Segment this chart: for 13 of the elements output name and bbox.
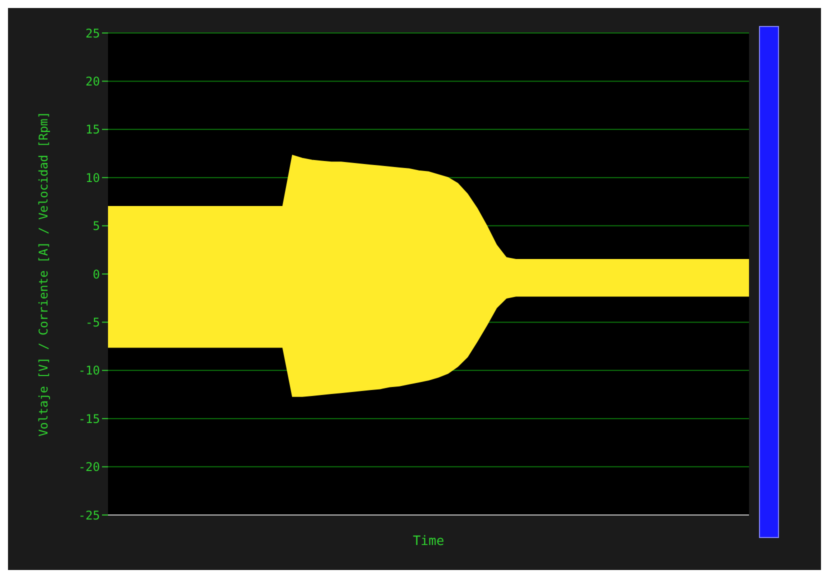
y-tick-label: 20 xyxy=(86,74,100,88)
y-tick-label: -25 xyxy=(78,508,100,522)
y-tick-label: -5 xyxy=(86,315,100,330)
y-tick-label: 25 xyxy=(86,26,100,40)
y-tick-label: 15 xyxy=(86,122,100,137)
y-tick-label: -15 xyxy=(78,412,100,426)
y-axis-title: Voltaje [V] / Corriente [A] / Velocidad [Rpm] xyxy=(36,111,50,437)
y-tick-label: -20 xyxy=(78,460,100,474)
y-tick-label: 0 xyxy=(92,267,100,282)
y-tick-label: 10 xyxy=(86,170,100,185)
y-tick-label: -10 xyxy=(78,364,100,378)
x-axis-title: Time xyxy=(412,534,444,549)
y-tick-label: 5 xyxy=(92,219,100,234)
